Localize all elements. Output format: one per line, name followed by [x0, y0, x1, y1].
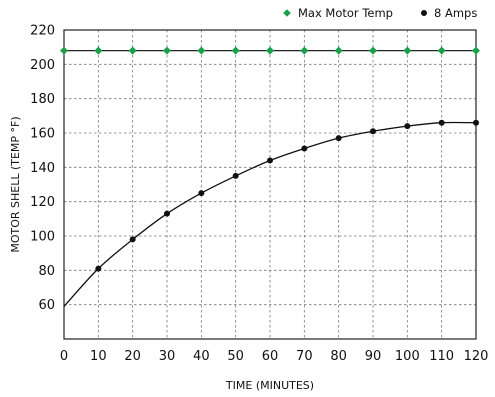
y-tick-label: 100 [30, 230, 55, 245]
data-point-circle [232, 172, 239, 179]
x-tick-label: 40 [193, 349, 210, 364]
legend-label: 8 Amps [434, 6, 477, 20]
data-point-diamond [231, 46, 240, 55]
data-point-diamond [266, 46, 274, 55]
data-point-circle [335, 135, 342, 142]
data-point-circle [198, 190, 205, 197]
data-point-circle [404, 123, 411, 130]
series-1 [63, 119, 479, 307]
y-tick-label: 160 [30, 127, 55, 142]
data-point-circle [301, 145, 308, 152]
data-point-circle [129, 236, 136, 243]
x-axis-ticks: 0 10 20 30 40 50 60 70 80 90 100 110 120 [60, 349, 489, 364]
data-point-circle [95, 265, 102, 272]
x-tick-label: 0 [60, 349, 68, 364]
data-point-diamond [94, 46, 103, 55]
data-point-diamond [128, 46, 137, 55]
data-point-diamond [163, 46, 171, 55]
y-axis-label: MOTOR SHELL (TEMP °F) [9, 116, 22, 252]
y-tick-label: 60 [38, 298, 55, 313]
y-tick-label: 180 [30, 92, 55, 107]
x-tick-label: 90 [365, 349, 382, 364]
legend-marker-diamond [283, 9, 291, 17]
x-tick-label: 60 [262, 349, 279, 364]
data-point-circle [164, 210, 170, 217]
data-point-diamond [369, 46, 377, 55]
x-tick-label: 50 [227, 349, 244, 364]
series-layer [60, 46, 480, 307]
data-point-diamond [197, 46, 206, 55]
plot-frame [63, 29, 477, 340]
x-tick-label: 20 [124, 349, 141, 364]
x-tick-label: 110 [429, 349, 454, 364]
data-point-diamond [60, 46, 68, 55]
x-tick-label: 30 [159, 349, 176, 364]
data-point-diamond [403, 46, 412, 55]
y-tick-label: 80 [38, 264, 55, 279]
data-point-diamond [300, 46, 309, 55]
data-point-circle [473, 119, 479, 126]
y-tick-label: 120 [30, 195, 55, 210]
x-tick-label: 80 [330, 349, 347, 364]
y-tick-label: 200 [30, 58, 55, 73]
x-tick-label: 70 [296, 349, 313, 364]
y-tick-label: 140 [30, 161, 55, 176]
x-axis-label: TIME (MINUTES) [225, 379, 314, 392]
x-tick-label: 10 [90, 349, 107, 364]
data-point-circle [267, 157, 273, 164]
grid [64, 30, 476, 339]
data-point-diamond [437, 46, 446, 55]
y-axis-ticks: 60 80 100 120 140 160 180 200 220 [30, 24, 55, 314]
data-point-diamond [472, 46, 480, 55]
data-point-circle [370, 128, 376, 135]
legend-marker-circle [421, 10, 427, 16]
data-point-diamond [334, 46, 343, 55]
series-0 [60, 46, 480, 55]
x-tick-label: 120 [464, 349, 489, 364]
data-point-circle [438, 119, 445, 126]
legend: Max Motor Temp 8 Amps [283, 6, 477, 20]
legend-label: Max Motor Temp [298, 6, 393, 20]
x-tick-label: 100 [395, 349, 420, 364]
y-tick-label: 220 [30, 24, 55, 39]
